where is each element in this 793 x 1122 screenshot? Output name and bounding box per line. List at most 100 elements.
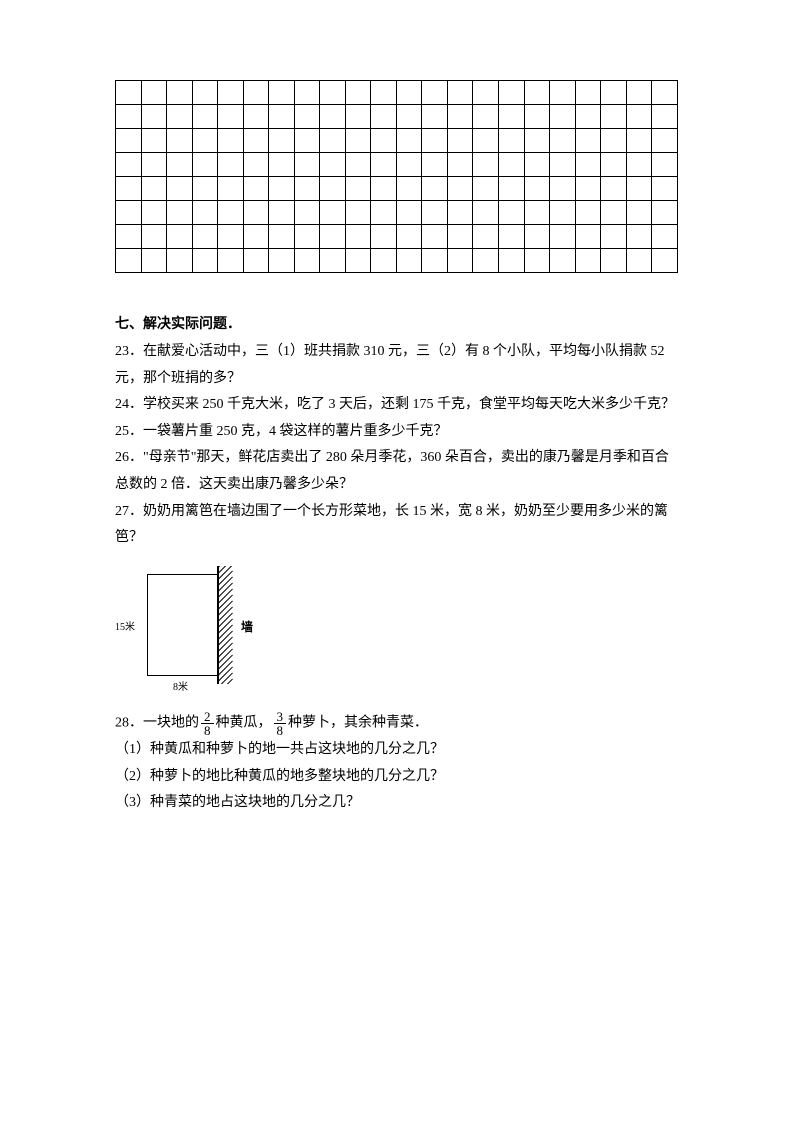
- fence-diagram-wrap: 15米 8米 墙: [115, 566, 678, 696]
- grid-cell: [447, 225, 473, 249]
- frac-den: 8: [274, 724, 287, 737]
- grid-cell: [422, 177, 448, 201]
- grid-cell: [575, 249, 601, 273]
- grid-cell: [294, 129, 320, 153]
- grid-cell: [243, 249, 269, 273]
- frac-num: 3: [274, 710, 287, 724]
- fraction-2-8: 28: [201, 710, 214, 737]
- grid-cell: [498, 81, 524, 105]
- grid-cell: [447, 249, 473, 273]
- grid-cell: [243, 129, 269, 153]
- grid-cell: [192, 81, 218, 105]
- grid-cell: [192, 129, 218, 153]
- grid-cell: [167, 177, 193, 201]
- grid-cell: [167, 129, 193, 153]
- grid-cell: [345, 153, 371, 177]
- grid-cell: [550, 153, 576, 177]
- grid-cell: [371, 81, 397, 105]
- grid-cell: [345, 81, 371, 105]
- grid-cell: [652, 129, 678, 153]
- grid-cell: [652, 249, 678, 273]
- grid-cell: [652, 177, 678, 201]
- grid-cell: [320, 249, 346, 273]
- grid-cell: [345, 177, 371, 201]
- grid-cell: [498, 105, 524, 129]
- grid-cell: [550, 201, 576, 225]
- grid-cell: [371, 153, 397, 177]
- grid-cell: [167, 153, 193, 177]
- question-27: 27．奶奶用篱笆在墙边围了一个长方形菜地，长 15 米，宽 8 米，奶奶至少要用…: [115, 499, 678, 552]
- grid-cell: [601, 129, 627, 153]
- grid-cell: [601, 201, 627, 225]
- wall-hatch: [219, 566, 235, 684]
- grid-cell: [601, 153, 627, 177]
- grid-cell: [294, 225, 320, 249]
- grid-cell: [524, 129, 550, 153]
- q28-prefix: 28．一块地的: [115, 715, 199, 730]
- grid-cell: [141, 153, 167, 177]
- grid-cell: [167, 225, 193, 249]
- grid-cell: [473, 129, 499, 153]
- grid-cell: [320, 177, 346, 201]
- grid-cell: [498, 201, 524, 225]
- grid-cell: [243, 177, 269, 201]
- grid-cell: [626, 201, 652, 225]
- grid-cell: [371, 129, 397, 153]
- grid-cell: [422, 201, 448, 225]
- grid-cell: [320, 81, 346, 105]
- grid-cell: [473, 201, 499, 225]
- grid-cell: [550, 129, 576, 153]
- grid-cell: [141, 225, 167, 249]
- grid-cell: [422, 225, 448, 249]
- wall-label: 墙: [241, 618, 253, 635]
- grid-cell: [422, 249, 448, 273]
- grid-cell: [396, 201, 422, 225]
- grid-cell: [269, 81, 295, 105]
- grid-cell: [218, 81, 244, 105]
- grid-cell: [498, 225, 524, 249]
- grid-cell: [192, 225, 218, 249]
- grid-cell: [320, 153, 346, 177]
- grid-cell: [473, 177, 499, 201]
- grid-cell: [371, 105, 397, 129]
- grid-cell: [269, 201, 295, 225]
- grid-cell: [652, 153, 678, 177]
- grid-cell: [243, 153, 269, 177]
- grid-cell: [396, 249, 422, 273]
- grid-cell: [269, 249, 295, 273]
- grid-cell: [345, 225, 371, 249]
- grid-cell: [320, 201, 346, 225]
- grid-cell: [422, 105, 448, 129]
- grid-cell: [396, 225, 422, 249]
- question-24: 24．学校买来 250 千克大米，吃了 3 天后，还剩 175 千克，食堂平均每…: [115, 392, 678, 419]
- grid-cell: [447, 129, 473, 153]
- grid-cell: [116, 177, 142, 201]
- frac-num: 2: [201, 710, 214, 724]
- grid-cell: [422, 129, 448, 153]
- section-title: 七、解决实际问题．: [115, 313, 678, 333]
- grid-cell: [524, 201, 550, 225]
- grid-cell: [473, 225, 499, 249]
- grid-cell: [550, 249, 576, 273]
- grid-cell: [345, 201, 371, 225]
- grid-cell: [116, 201, 142, 225]
- grid-cell: [524, 225, 550, 249]
- grid-cell: [575, 225, 601, 249]
- grid-cell: [422, 81, 448, 105]
- grid-cell: [192, 201, 218, 225]
- grid-cell: [243, 201, 269, 225]
- grid-cell: [141, 201, 167, 225]
- grid-cell: [524, 177, 550, 201]
- grid-cell: [269, 177, 295, 201]
- grid-cell: [601, 105, 627, 129]
- fraction-3-8: 38: [274, 710, 287, 737]
- grid-cell: [447, 201, 473, 225]
- grid-cell: [524, 249, 550, 273]
- grid-cell: [345, 249, 371, 273]
- grid-cell: [116, 81, 142, 105]
- grid-cell: [652, 105, 678, 129]
- grid-cell: [141, 249, 167, 273]
- grid-cell: [116, 105, 142, 129]
- grid-cell: [116, 225, 142, 249]
- grid-cell: [498, 153, 524, 177]
